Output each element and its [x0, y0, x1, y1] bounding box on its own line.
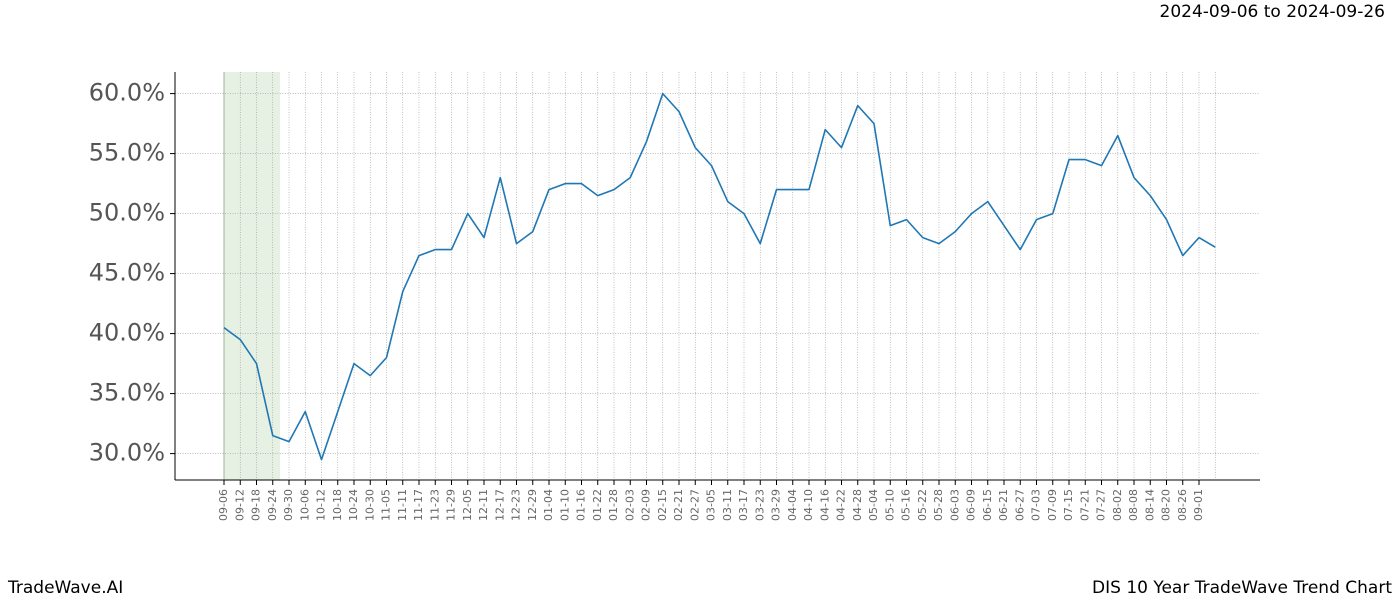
x-tick-label: 03-17 — [737, 489, 750, 521]
x-tick-label: 06-27 — [1013, 489, 1026, 521]
y-tick-label: 60.0% — [89, 79, 165, 107]
x-tick-label: 09-01 — [1192, 489, 1205, 521]
x-tick-label: 12-05 — [461, 489, 474, 521]
footer-left: TradeWave.AI — [7, 578, 123, 598]
x-tick-label: 11-17 — [412, 489, 425, 521]
x-tick-label: 05-28 — [932, 489, 945, 521]
x-tick-label: 04-22 — [835, 489, 848, 521]
x-tick-label: 08-08 — [1127, 489, 1140, 521]
trend-line — [223, 92, 1216, 461]
x-tick-label: 03-23 — [753, 489, 766, 521]
x-tick-label: 02-03 — [623, 489, 636, 521]
x-tick-label: 02-21 — [672, 489, 685, 521]
y-tick-label: 55.0% — [89, 139, 165, 167]
x-tick-label: 09-12 — [233, 489, 246, 521]
x-tick-label: 06-21 — [997, 489, 1010, 521]
x-tick-label: 02-27 — [688, 489, 701, 521]
footer-right: DIS 10 Year TradeWave Trend Chart — [1092, 578, 1392, 598]
x-tick-label: 03-11 — [721, 489, 734, 521]
x-tick-label: 05-22 — [916, 489, 929, 521]
x-tick-label: 04-28 — [851, 489, 864, 521]
x-tick-label: 04-04 — [786, 489, 799, 521]
x-tick-label: 10-12 — [315, 489, 328, 521]
x-tick-label: 01-10 — [558, 489, 571, 521]
x-tick-label: 02-09 — [640, 489, 653, 521]
y-tick-label: 35.0% — [89, 379, 165, 407]
x-tick-label: 09-18 — [250, 489, 263, 521]
x-tick-label: 08-14 — [1143, 489, 1156, 521]
x-tick-label: 12-17 — [493, 489, 506, 521]
x-tick-label: 12-23 — [510, 489, 523, 521]
x-tick-label: 05-04 — [867, 489, 880, 521]
plot: 30.0% 35.0% 40.0% 45.0% 50.0% 55.0% 60.0% 09-06… — [89, 72, 1260, 521]
x-tick-label: 09-06 — [217, 489, 230, 521]
x-tick-label: 10-30 — [363, 489, 376, 521]
x-tick-label: 07-09 — [1046, 489, 1059, 521]
x-tick-label: 04-16 — [818, 489, 831, 521]
x-tick-label: 05-16 — [900, 489, 913, 521]
x-tick-label: 07-03 — [1030, 489, 1043, 521]
x-tick-label: 05-10 — [883, 489, 896, 521]
x-tick-label: 09-30 — [282, 489, 295, 521]
x-tick-label: 06-15 — [981, 489, 994, 521]
y-tick-label: 40.0% — [89, 319, 165, 347]
y-tick-label: 50.0% — [89, 199, 165, 227]
x-tick-label: 06-03 — [948, 489, 961, 521]
header: 2024-09-06 to 2024-09-26 — [1160, 2, 1385, 22]
x-tick-label: 07-21 — [1078, 489, 1091, 521]
x-tick-label: 06-09 — [965, 489, 978, 521]
x-tick-label: 04-10 — [802, 489, 815, 521]
y-tick-label: 45.0% — [89, 259, 165, 287]
x-tick-label: 01-04 — [542, 489, 555, 521]
x-tick-label: 10-06 — [298, 489, 311, 521]
x-tick-label: 01-16 — [575, 489, 588, 521]
x-tick-label: 11-05 — [380, 489, 393, 521]
x-tick-label: 12-29 — [526, 489, 539, 521]
x-tick-label: 03-29 — [770, 489, 783, 521]
x-tick-label: 03-05 — [705, 489, 718, 521]
x-tick-label: 11-29 — [445, 489, 458, 521]
x-tick-label: 01-22 — [591, 489, 604, 521]
x-tick-label: 08-02 — [1111, 489, 1124, 521]
x-tick-label: 11-23 — [428, 489, 441, 521]
x-tick-label: 09-24 — [266, 489, 279, 521]
x-tick-label: 10-24 — [347, 489, 360, 521]
x-tick-label: 12-11 — [477, 489, 490, 521]
x-tick-label: 07-27 — [1095, 489, 1108, 521]
x-tick-label: 08-26 — [1176, 489, 1189, 521]
x-tick-label: 02-15 — [656, 489, 669, 521]
x-tick-label: 01-28 — [607, 489, 620, 521]
highlight-band — [224, 72, 280, 480]
x-tick-label: 10-18 — [331, 489, 344, 521]
x-tick-label: 07-15 — [1062, 489, 1075, 521]
y-tick-label: 30.0% — [89, 439, 165, 467]
x-tick-label: 11-11 — [396, 489, 409, 521]
x-tick-label: 08-20 — [1160, 489, 1173, 521]
